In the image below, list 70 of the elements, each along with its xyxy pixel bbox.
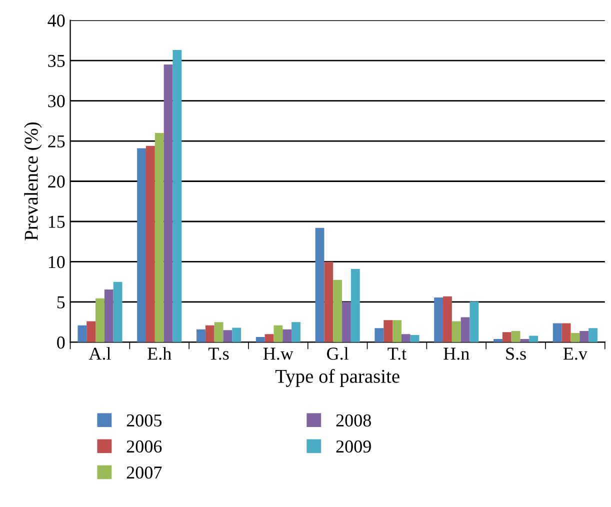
bar	[502, 332, 512, 342]
bar	[570, 332, 580, 342]
x-tick-label: T.s	[208, 348, 229, 360]
bar	[214, 322, 224, 342]
bar	[274, 325, 283, 342]
bar	[78, 325, 87, 342]
y-tick-label: 30	[48, 95, 65, 108]
bar	[96, 298, 104, 342]
y-tick-label: 40	[48, 14, 65, 27]
bar	[223, 330, 232, 342]
bar	[154, 132, 164, 342]
x-tick-label: H.n	[444, 348, 470, 360]
bar	[172, 50, 182, 342]
legend-label: 2009	[336, 440, 371, 453]
bar	[434, 298, 444, 342]
bar	[315, 228, 324, 342]
bar	[104, 290, 114, 342]
legend-label: 2007	[126, 466, 162, 479]
bar	[511, 330, 520, 342]
y-tick-label: 20	[48, 176, 65, 188]
bar	[333, 280, 342, 342]
bar	[588, 328, 598, 342]
bar	[113, 282, 122, 342]
bar	[86, 321, 96, 342]
y-tick-label: 35	[48, 54, 65, 67]
x-tick-label: G.l	[327, 347, 348, 360]
bar	[520, 339, 530, 342]
x-tick-label: S.s	[506, 348, 526, 360]
x-tick-label: A.l	[88, 347, 111, 360]
y-tick-label: 0	[57, 336, 65, 349]
x-tick-label: E.h	[148, 347, 172, 360]
bar	[410, 334, 420, 342]
bar	[205, 325, 214, 342]
bar	[137, 148, 146, 342]
bar	[164, 64, 173, 342]
bar	[384, 320, 393, 342]
y-tick-label: 5	[57, 296, 65, 308]
y-tick-label: 10	[48, 256, 65, 268]
bar	[401, 334, 410, 342]
x-tick-label: T.t	[388, 348, 406, 360]
y-tick-label: 25	[48, 135, 65, 148]
bar	[580, 330, 589, 342]
bar	[494, 339, 502, 342]
bar	[282, 329, 292, 342]
bar	[342, 302, 351, 342]
bar	[552, 323, 562, 342]
bar	[292, 322, 300, 342]
x-tick-label: E.v	[563, 348, 588, 360]
x-tick-label: H.w	[263, 348, 294, 360]
y-axis-title: Prevalence (%)	[24, 122, 42, 240]
bar	[146, 146, 155, 342]
bar	[460, 317, 470, 342]
bar	[443, 296, 452, 342]
bar	[374, 328, 384, 342]
bar	[350, 268, 360, 342]
bar	[232, 328, 242, 342]
x-axis-title: Type of parasite	[275, 369, 400, 387]
bar	[452, 321, 461, 342]
y-tick-label: 15	[48, 216, 65, 228]
bar	[196, 329, 206, 342]
legend-label: 2008	[336, 414, 371, 427]
bar	[470, 302, 479, 342]
bar	[562, 323, 571, 342]
bar	[256, 336, 265, 342]
bar	[392, 320, 402, 342]
bar	[529, 336, 538, 342]
legend-label: 2005	[126, 414, 162, 427]
bar	[264, 334, 274, 342]
legend-label: 2006	[126, 440, 162, 453]
bar	[324, 262, 334, 342]
